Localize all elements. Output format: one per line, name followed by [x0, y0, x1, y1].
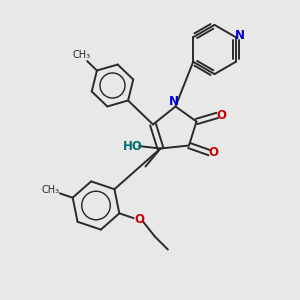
- Text: O: O: [216, 109, 226, 122]
- Text: O: O: [208, 146, 218, 159]
- Text: CH₃: CH₃: [72, 50, 90, 60]
- Text: O: O: [134, 214, 144, 226]
- Text: N: N: [169, 94, 179, 108]
- Text: HO: HO: [122, 140, 142, 153]
- Text: N: N: [235, 29, 245, 42]
- Text: CH₃: CH₃: [42, 185, 60, 195]
